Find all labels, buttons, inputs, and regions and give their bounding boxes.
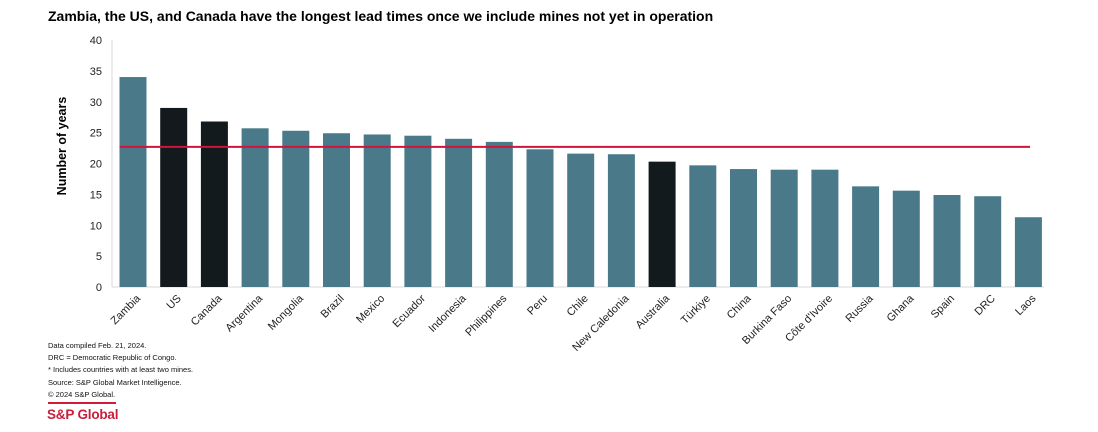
x-tick-label: Spain: [929, 293, 957, 321]
y-tick-label: 40: [90, 35, 102, 47]
x-tick-label: Argentina: [223, 292, 265, 334]
footnote-drc: DRC = Democratic Republic of Congo.: [48, 353, 177, 363]
bar-peru: [526, 149, 554, 287]
x-tick-label: Chile: [565, 293, 591, 319]
bar-laos: [1014, 217, 1042, 287]
x-tick-label: Indonesia: [426, 292, 469, 335]
bar-ecuador: [404, 135, 432, 287]
bar-us: [160, 107, 188, 287]
x-tick-label: Russia: [843, 292, 876, 325]
chart-title: Zambia, the US, and Canada have the long…: [48, 8, 714, 24]
y-tick-label: 10: [90, 220, 102, 232]
bar-australia: [648, 161, 676, 287]
y-tick-label: 30: [90, 97, 102, 109]
brand-logo: S&P Global: [47, 407, 119, 422]
bar-chile: [567, 153, 595, 287]
x-tick-label: Australia: [633, 292, 672, 331]
x-tick-label: Türkiye: [679, 293, 713, 327]
bar-mongolia: [282, 130, 310, 287]
bars: [119, 77, 1042, 287]
bar-new-caledonia: [607, 154, 635, 287]
bar-burkina-faso: [770, 169, 798, 287]
x-tick-label: Zambia: [109, 292, 144, 327]
bar-brazil: [323, 133, 350, 287]
y-tick-label: 5: [96, 251, 102, 263]
bar-mexico: [363, 134, 391, 287]
bar-t-rkiye: [689, 165, 717, 287]
x-tick-label: Mexico: [354, 293, 387, 326]
bar-argentina: [241, 128, 269, 287]
y-tick-label: 35: [90, 66, 102, 78]
y-axis-title: Number of years: [55, 97, 69, 196]
x-tick-label: Peru: [525, 293, 550, 318]
x-tick-label: Mongolia: [266, 292, 307, 333]
footnote-date: Data compiled Feb. 21, 2024.: [48, 341, 147, 350]
footnote-countries: * Includes countries with at least two m…: [48, 365, 194, 375]
x-tick-label: US: [165, 293, 184, 312]
footnote-copyright: © 2024 S&P Global.: [48, 389, 116, 399]
y-tick-label: 15: [90, 189, 102, 201]
x-tick-label: Ghana: [885, 292, 917, 324]
bar-spain: [933, 194, 961, 287]
x-tick-label: Laos: [1013, 292, 1039, 318]
x-tick-label: Ecuador: [391, 292, 429, 330]
bar-zambia: [119, 77, 147, 287]
x-tick-label: Brazil: [319, 293, 347, 321]
x-tick-label: DRC: [972, 293, 997, 318]
bar-indonesia: [445, 138, 473, 287]
x-tick-label: Canada: [189, 292, 225, 328]
bar-china: [730, 169, 757, 287]
y-tick-label: 0: [96, 282, 102, 294]
footnotes: Data compiled Feb. 21, 2024. DRC = Democ…: [48, 340, 193, 401]
x-tick-label: Philippines: [463, 292, 509, 338]
x-tick-label: China: [725, 292, 754, 321]
bar-c-te-d-ivoire: [811, 169, 839, 287]
bar-ghana: [892, 190, 920, 287]
y-tick-label: 25: [90, 128, 102, 140]
brand-rule: [48, 402, 116, 404]
footnote-source: Source: S&P Global Market Intelligence.: [48, 377, 182, 387]
bar-drc: [974, 196, 1002, 287]
bar-canada: [200, 121, 228, 287]
y-tick-label: 20: [90, 159, 102, 171]
bar-philippines: [485, 141, 513, 287]
bar-russia: [852, 186, 880, 287]
